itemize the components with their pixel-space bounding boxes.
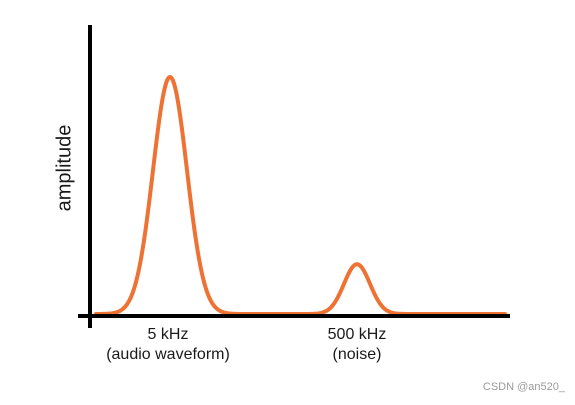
peak-label-audio: 5 kHz (audio waveform)	[106, 325, 230, 365]
peak-label-noise: 500 kHz (noise)	[328, 325, 387, 365]
spectrum-curve	[94, 75, 507, 316]
peak-label-audio-description: (audio waveform)	[106, 346, 230, 363]
peak-label-noise-description: (noise)	[332, 346, 382, 363]
peak-label-noise-frequency: 500 kHz	[327, 326, 387, 343]
watermark: CSDN @an520_	[482, 381, 565, 393]
y-axis-label: amplitude	[53, 124, 76, 212]
peak-label-audio-frequency: 5 kHz	[147, 326, 189, 343]
